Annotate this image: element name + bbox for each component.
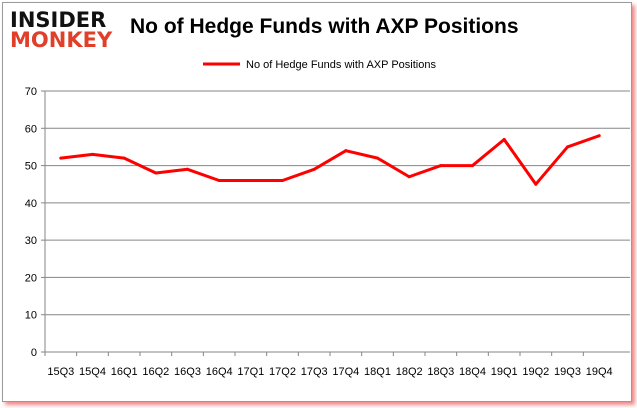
y-tick-label: 70 [25, 86, 37, 98]
x-tick-label: 17Q2 [269, 366, 296, 378]
x-tick-label: 18Q3 [427, 366, 454, 378]
x-tick-label: 16Q1 [111, 366, 138, 378]
x-tick-label: 18Q4 [459, 366, 486, 378]
data-point [312, 167, 316, 171]
y-tick-label: 0 [31, 347, 37, 359]
x-tick-label: 17Q4 [332, 366, 359, 378]
y-tick-label: 20 [25, 272, 37, 284]
data-point [59, 156, 63, 160]
logo-line1: INSIDER [10, 8, 107, 32]
y-tick-label: 30 [25, 235, 37, 247]
y-tick-label: 40 [25, 198, 37, 210]
x-tick-label: 16Q4 [206, 366, 233, 378]
x-tick-label: 19Q2 [522, 366, 549, 378]
x-tick-label: 15Q3 [47, 366, 74, 378]
logo-line2: MONKEY [10, 28, 113, 52]
data-point [597, 134, 601, 138]
x-tick-label: 16Q2 [142, 366, 169, 378]
data-point [566, 145, 569, 149]
data-point [534, 182, 538, 186]
x-tick-label: 19Q3 [554, 366, 581, 378]
x-tick-label: 19Q4 [586, 366, 613, 378]
x-tick-label: 18Q1 [364, 366, 391, 378]
data-point [376, 156, 379, 160]
data-point [122, 156, 126, 160]
data-point [281, 178, 284, 182]
data-point [217, 178, 221, 182]
chart-frame [2, 2, 632, 402]
data-point [91, 152, 94, 156]
data-point [439, 164, 443, 168]
x-tick-label: 16Q3 [174, 366, 201, 378]
chart-title: No of Hedge Funds with AXP Positions [130, 15, 519, 38]
y-tick-label: 60 [25, 123, 37, 135]
data-point [154, 171, 158, 175]
x-tick-label: 19Q1 [491, 366, 518, 378]
data-point [471, 164, 474, 168]
data-point [249, 178, 253, 182]
legend-label: No of Hedge Funds with AXP Positions [246, 59, 436, 71]
series-line [59, 134, 601, 186]
x-tick-label: 17Q1 [237, 366, 264, 378]
data-point [502, 137, 506, 141]
y-tick-label: 50 [25, 161, 37, 173]
y-tick-label: 10 [25, 310, 37, 322]
insider-monkey-logo: INSIDER MONKEY [10, 8, 113, 52]
data-point [344, 149, 348, 153]
x-tick-label: 15Q4 [79, 366, 106, 378]
x-tick-label: 18Q2 [396, 366, 423, 378]
data-point [186, 167, 189, 171]
x-tick-label: 17Q3 [301, 366, 328, 378]
data-point [407, 175, 411, 179]
